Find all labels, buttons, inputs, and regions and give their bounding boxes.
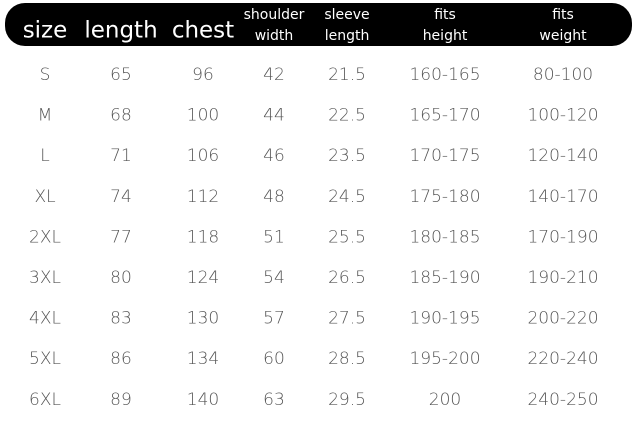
table-cell: 89 (110, 390, 132, 410)
table-cell: 65 (110, 65, 132, 85)
header-cell: sleeve (324, 7, 369, 23)
table-cell: 124 (187, 268, 219, 288)
table-cell: 5XL (29, 349, 61, 369)
table-cell: L (40, 146, 49, 166)
table-cell: 23.5 (328, 146, 366, 166)
table-cell: 27.5 (328, 309, 366, 329)
table-cell: 21.5 (328, 65, 366, 85)
header-cell: height (423, 28, 468, 44)
table-cell: 165-170 (409, 106, 480, 126)
table-cell: 180-185 (409, 227, 480, 247)
table-cell: 170-175 (409, 146, 480, 166)
table-cell: 2XL (29, 227, 61, 247)
table-cell: 106 (187, 146, 219, 166)
table-cell: 200-220 (527, 309, 598, 329)
table-cell: 71 (110, 146, 132, 166)
table-cell: 63 (263, 390, 285, 410)
table-cell: 51 (263, 227, 285, 247)
table-cell: 185-190 (409, 268, 480, 288)
table-cell: 220-240 (527, 349, 598, 369)
table-cell: 134 (187, 349, 219, 369)
table-cell: 68 (110, 106, 132, 126)
table-cell: 140 (187, 390, 219, 410)
table-cell: 112 (187, 187, 219, 207)
table-cell: 130 (187, 309, 219, 329)
table-cell: 100 (187, 106, 219, 126)
header-cell: fits (552, 7, 574, 23)
table-cell: M (38, 106, 53, 126)
table-cell: 120-140 (527, 146, 598, 166)
table-cell: 74 (110, 187, 132, 207)
table-cell: 190-195 (409, 309, 480, 329)
table-cell: 48 (263, 187, 285, 207)
table-cell: 44 (263, 106, 285, 126)
table-cell: 24.5 (328, 187, 366, 207)
table-cell: 240-250 (527, 390, 598, 410)
table-cell: 77 (110, 227, 132, 247)
table-cell: 96 (192, 65, 214, 85)
table-cell: 57 (263, 309, 285, 329)
table-cell: 80 (110, 268, 132, 288)
table-cell: S (40, 65, 51, 85)
header-bar (5, 3, 632, 46)
table-cell: 22.5 (328, 106, 366, 126)
table-cell: XL (34, 187, 55, 207)
header-cell: weight (539, 28, 587, 44)
header-cell: length (84, 18, 157, 44)
header-cell: size (23, 18, 68, 44)
table-cell: 28.5 (328, 349, 366, 369)
table-cell: 60 (263, 349, 285, 369)
table-cell: 170-190 (527, 227, 598, 247)
table-cell: 80-100 (533, 65, 593, 85)
table-cell: 118 (187, 227, 219, 247)
table-cell: 54 (263, 268, 285, 288)
table-cell: 25.5 (328, 227, 366, 247)
header-cell: length (325, 28, 370, 44)
table-cell: 140-170 (527, 187, 598, 207)
table-cell: 26.5 (328, 268, 366, 288)
header-cell: fits (434, 7, 456, 23)
table-cell: 29.5 (328, 390, 366, 410)
table-cell: 3XL (29, 268, 61, 288)
table-cell: 4XL (29, 309, 61, 329)
header-cell: chest (172, 18, 234, 44)
table-cell: 46 (263, 146, 285, 166)
table-cell: 195-200 (409, 349, 480, 369)
table-cell: 190-210 (527, 268, 598, 288)
table-cell: 83 (110, 309, 132, 329)
table-cell: 86 (110, 349, 132, 369)
table-cell: 160-165 (409, 65, 480, 85)
table-cell: 42 (263, 65, 285, 85)
table-cell: 6XL (29, 390, 61, 410)
table-cell: 175-180 (409, 187, 480, 207)
table-cell: 200 (429, 390, 461, 410)
header-cell: shoulder (244, 7, 305, 23)
table-cell: 100-120 (527, 106, 598, 126)
header-cell: width (255, 28, 294, 44)
